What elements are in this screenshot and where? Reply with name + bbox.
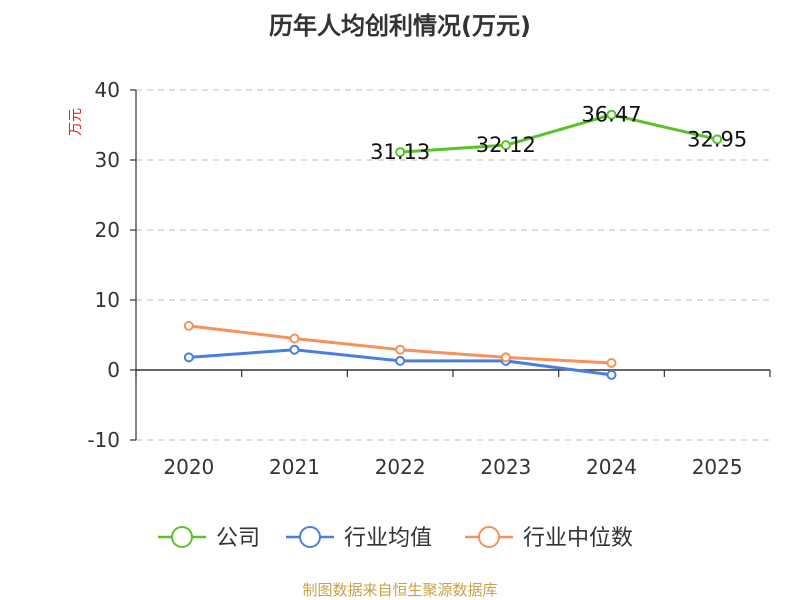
chart-title: 历年人均创利情况(万元) (269, 12, 531, 40)
legend-item[interactable]: 行业均值 (286, 526, 432, 551)
y-axis-label: 万元 (68, 108, 84, 136)
legend: 公司 行业均值 行业中位数 (158, 526, 633, 551)
legend-marker (478, 526, 500, 548)
x-tick-label: 2022 (375, 455, 426, 479)
x-tick-label: 2024 (586, 455, 637, 479)
data-point (606, 109, 617, 120)
data-point (183, 352, 194, 363)
data-point (289, 333, 300, 344)
legend-label: 行业均值 (344, 526, 432, 551)
data-point (395, 344, 406, 355)
legend-marker (299, 526, 321, 548)
data-point (395, 355, 406, 366)
y-tick-label: 10 (95, 288, 120, 312)
x-tick-label: 2020 (163, 455, 214, 479)
data-point (712, 134, 723, 145)
data-label: 32.95 (687, 127, 747, 151)
x-tick-label: 2025 (692, 455, 743, 479)
x-tick-label: 2023 (480, 455, 531, 479)
y-tick-label: 40 (95, 78, 120, 102)
y-tick-label: 0 (107, 358, 120, 382)
y-tick-label: -10 (87, 428, 120, 452)
data-point (500, 140, 511, 151)
data-point (183, 320, 194, 331)
grid (136, 89, 770, 441)
data-point (395, 147, 406, 158)
data-label: 32.12 (476, 133, 536, 157)
x-tick-label: 2021 (269, 455, 320, 479)
legend-label: 公司 (216, 526, 260, 551)
data-labels: 31.13 32.12 36.47 32.95 (370, 103, 747, 164)
y-tick-label: 20 (95, 218, 120, 242)
data-point (606, 369, 617, 380)
axes: 40 30 20 10 0 -10 2020 2021 2022 2023 2024 2025 (87, 78, 771, 479)
data-source-note: 制图数据来自恒生聚源数据库 (302, 581, 497, 599)
data-label: 36.47 (581, 103, 641, 127)
legend-item[interactable]: 行业中位数 (465, 526, 633, 551)
legend-marker (171, 526, 193, 548)
legend-item[interactable]: 公司 (158, 526, 260, 551)
series-line (400, 113, 718, 154)
y-tick-label: 30 (95, 148, 120, 172)
series (183, 109, 723, 380)
data-point (500, 352, 511, 363)
data-point (289, 344, 300, 355)
data-label: 31.13 (370, 140, 430, 164)
data-point (606, 358, 617, 368)
legend-label: 行业中位数 (523, 526, 633, 551)
